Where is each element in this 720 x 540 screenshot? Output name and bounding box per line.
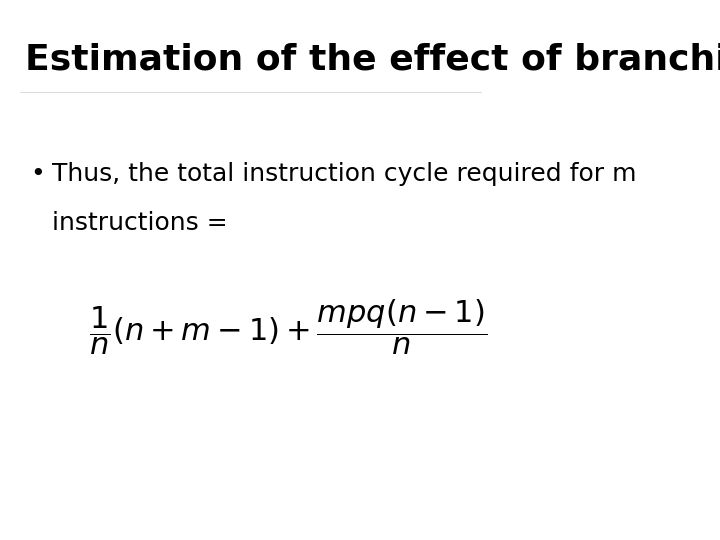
Text: •: • [30,162,45,186]
Text: Estimation of the effect of branching: Estimation of the effect of branching [24,43,720,77]
Text: $\dfrac{1}{n}(n+m-1)+\dfrac{mpq(n-1)}{n}$: $\dfrac{1}{n}(n+m-1)+\dfrac{mpq(n-1)}{n}… [89,297,487,356]
Text: Thus, the total instruction cycle required for m: Thus, the total instruction cycle requir… [52,162,636,186]
Text: instructions =: instructions = [52,211,228,234]
